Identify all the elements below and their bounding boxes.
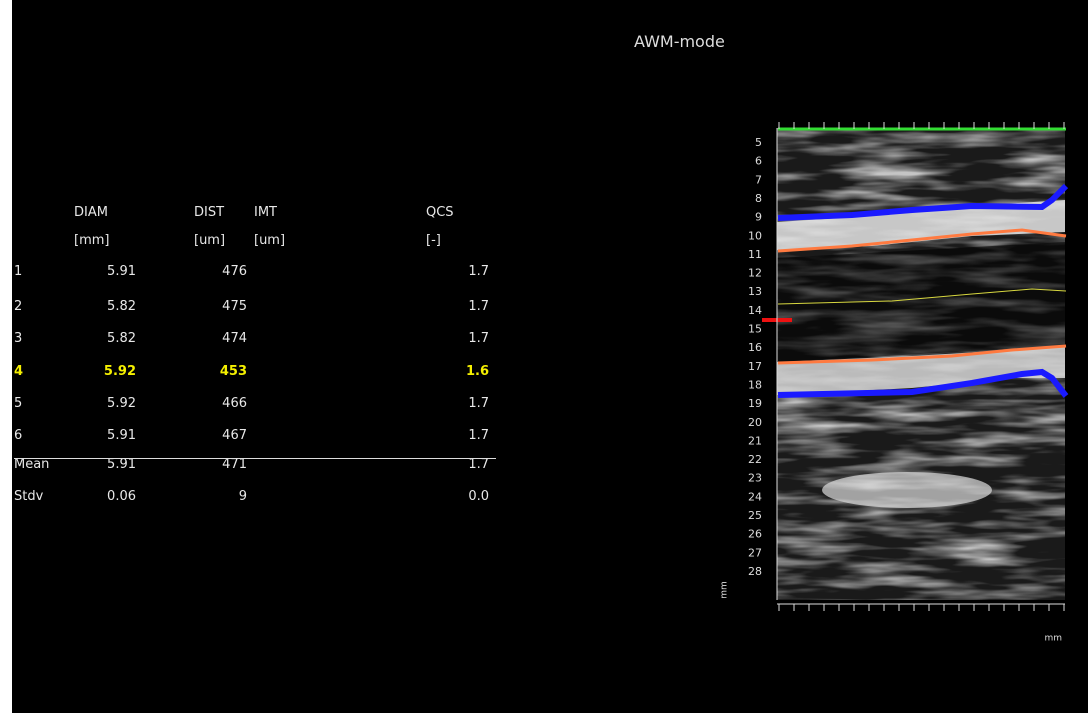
- depth-label: 14: [748, 304, 762, 317]
- depth-label: 12: [748, 267, 762, 280]
- depth-label: 13: [748, 285, 762, 298]
- depth-label: 20: [748, 416, 762, 429]
- depth-label: 28: [748, 565, 762, 578]
- depth-label: 16: [748, 341, 762, 354]
- ultrasound-view: 5 6 7 8 9 10 11 12 13 14 15 16 17 18 19 20 21 22 23 24 25 26 2…: [12, 0, 1088, 713]
- depth-label: 18: [748, 378, 762, 391]
- depth-label: 8: [755, 192, 762, 205]
- depth-label: 19: [748, 397, 762, 410]
- depth-label: 17: [748, 360, 762, 373]
- depth-label: 7: [755, 173, 762, 186]
- depth-label: 23: [748, 472, 762, 485]
- echo-image: [777, 128, 1065, 600]
- depth-label: 6: [755, 155, 762, 168]
- depth-label: 25: [748, 509, 762, 522]
- depth-label: 21: [748, 434, 762, 447]
- time-unit: mm: [1044, 634, 1062, 644]
- depth-label: 9: [755, 211, 762, 224]
- depth-label: 11: [748, 248, 762, 261]
- depth-label: 26: [748, 528, 762, 541]
- depth-label: 10: [748, 229, 762, 242]
- depth-label: 22: [748, 453, 762, 466]
- depth-label: 24: [748, 490, 762, 503]
- depth-label: 15: [748, 323, 762, 336]
- depth-label: 27: [748, 546, 762, 559]
- depth-label: 5: [755, 136, 762, 149]
- depth-unit: mm: [720, 581, 730, 599]
